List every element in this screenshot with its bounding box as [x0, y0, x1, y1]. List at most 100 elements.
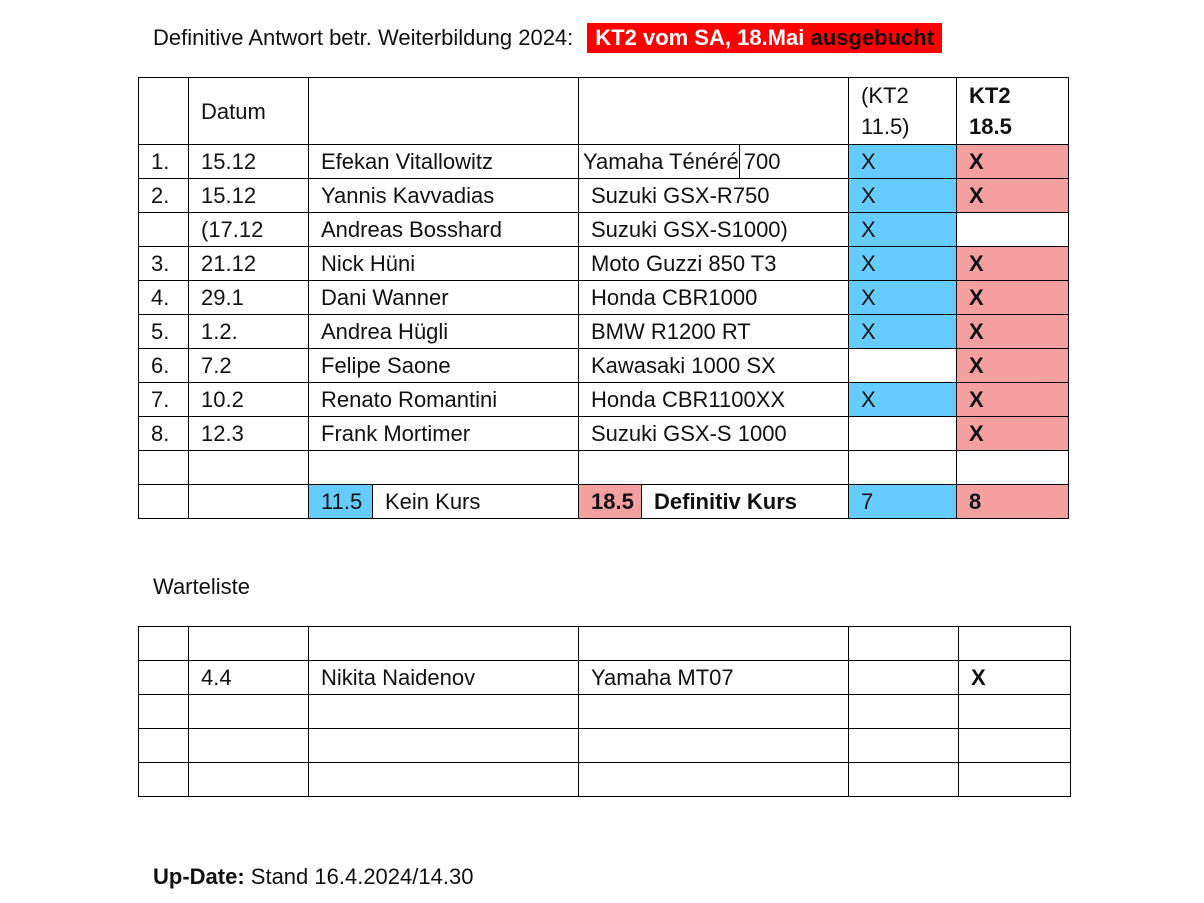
row-date: 15.12 [188, 144, 309, 179]
bike-split: Yamaha Ténéré 700 [580, 145, 848, 178]
waitlist-kt2-115 [848, 626, 959, 661]
row-kt2-185: X [956, 416, 1069, 451]
bike-size: 700 [743, 148, 781, 174]
waitlist-name [308, 728, 579, 763]
row-date: 1.2. [188, 314, 309, 349]
summary-row: 11.5 Kein Kurs 18.5 Definitiv Kurs 7 8 [138, 484, 1069, 519]
empty-cell [956, 450, 1069, 485]
table-row: 8. 12.3 Frank Mortimer Suzuki GSX-S 1000 X [138, 416, 1069, 451]
summary-count-115: 7 [848, 484, 957, 519]
waitlist-kt2-185: X [958, 660, 1071, 695]
column-header: KT2 18.5 [956, 77, 1069, 145]
header-line: 18.5 [969, 114, 1012, 139]
row-kt2-185: X [956, 280, 1069, 315]
waitlist-kt2-185 [958, 694, 1071, 729]
row-name: Renato Romantini [308, 382, 579, 417]
row-name: Andrea Hügli [308, 314, 579, 349]
row-name: Andreas Bosshard [308, 212, 579, 247]
column-header: Datum [188, 77, 309, 145]
row-date: 12.3 [188, 416, 309, 451]
row-number: 1. [138, 144, 189, 179]
waitlist-name: Nikita Naidenov [308, 660, 579, 695]
waitlist-number [138, 762, 189, 797]
waitlist-row [138, 728, 1071, 763]
update-label: Up-Date: [153, 864, 245, 889]
waitlist-name [308, 626, 579, 661]
row-number: 4. [138, 280, 189, 315]
row-kt2-115: X [848, 314, 957, 349]
row-name: Efekan Vitallowitz [308, 144, 579, 179]
row-number [138, 212, 189, 247]
summary-label-185: Definitiv Kurs [641, 484, 849, 519]
waitlist-label: Warteliste [153, 574, 250, 599]
table-row: 2. 15.12 Yannis Kavvadias Suzuki GSX-R750 X X [138, 178, 1069, 213]
table-row: 6. 7.2 Felipe Saone Kawasaki 1000 SX X [138, 348, 1069, 383]
waitlist-date [188, 728, 309, 763]
summary-date-185: 18.5 [578, 484, 642, 519]
registration-table: Datum (KT2 11.5) KT2 18.5 1. 15.12 Efekan Vital… [138, 77, 1069, 519]
bike-model: Yamaha Ténéré [580, 145, 740, 178]
row-kt2-185: X [956, 144, 1069, 179]
waitlist-kt2-185 [958, 626, 1071, 661]
summary-date-115: 11.5 [308, 484, 373, 519]
update-note: Up-Date: Stand 16.4.2024/14.30 [153, 864, 473, 890]
summary-label-115: Kein Kurs [372, 484, 579, 519]
status-badge: KT2 vom SA, 18.Mai ausgebucht [587, 23, 942, 53]
row-number: 5. [138, 314, 189, 349]
empty-row [138, 450, 1069, 485]
row-kt2-185: X [956, 178, 1069, 213]
waitlist-number [138, 728, 189, 763]
waitlist-number [138, 626, 189, 661]
waitlist-kt2-115 [848, 660, 959, 695]
row-kt2-185 [956, 212, 1069, 247]
waitlist-date: 4.4 [188, 660, 309, 695]
row-bike: Suzuki GSX-S 1000 [578, 416, 849, 451]
row-name: Frank Mortimer [308, 416, 579, 451]
header-line: KT2 [969, 83, 1011, 108]
waitlist-kt2-115 [848, 694, 959, 729]
row-number: 3. [138, 246, 189, 281]
row-date: (17.12 [188, 212, 309, 247]
waitlist-number [138, 660, 189, 695]
waitlist-kt2-185 [958, 728, 1071, 763]
waitlist-row [138, 694, 1071, 729]
waitlist-bike [578, 694, 849, 729]
waitlist-row [138, 626, 1071, 661]
header-row: Datum (KT2 11.5) KT2 18.5 [138, 77, 1069, 145]
header-line: (KT2 [861, 83, 909, 108]
update-text: Stand 16.4.2024/14.30 [244, 864, 474, 889]
row-bike: Suzuki GSX-S1000) [578, 212, 849, 247]
badge-main: KT2 vom SA, 18.Mai [595, 25, 811, 50]
row-number: 2. [138, 178, 189, 213]
row-kt2-185: X [956, 246, 1069, 281]
waitlist-row [138, 762, 1071, 797]
waitlist-bike [578, 762, 849, 797]
empty-cell [188, 450, 309, 485]
row-date: 10.2 [188, 382, 309, 417]
table-row: 1. 15.12 Efekan Vitallowitz Yamaha Ténéré 70… [138, 144, 1069, 179]
page-title: Definitive Antwort betr. Weiterbildung 2… [153, 23, 942, 53]
row-date: 15.12 [188, 178, 309, 213]
table-row: 5. 1.2. Andrea Hügli BMW R1200 RT X X [138, 314, 1069, 349]
column-header [138, 77, 189, 145]
column-header [578, 77, 849, 145]
empty-cell [138, 484, 189, 519]
row-kt2-115: X [848, 178, 957, 213]
table-row: 4. 29.1 Dani Wanner Honda CBR1000 X X [138, 280, 1069, 315]
waitlist-date [188, 626, 309, 661]
waitlist-bike [578, 626, 849, 661]
empty-cell [188, 484, 309, 519]
waitlist-kt2-115 [848, 728, 959, 763]
waitlist-number [138, 694, 189, 729]
header-line: Datum [201, 98, 266, 124]
row-kt2-115: X [848, 212, 957, 247]
table-row: 7. 10.2 Renato Romantini Honda CBR1100XX X X [138, 382, 1069, 417]
waitlist-row: 4.4 Nikita Naidenov Yamaha MT07 X [138, 660, 1071, 695]
row-date: 7.2 [188, 348, 309, 383]
row-kt2-115: X [848, 246, 957, 281]
row-kt2-115: X [848, 144, 957, 179]
row-bike: Honda CBR1000 [578, 280, 849, 315]
waitlist-name [308, 694, 579, 729]
waitlist-date [188, 762, 309, 797]
row-kt2-115: X [848, 382, 957, 417]
